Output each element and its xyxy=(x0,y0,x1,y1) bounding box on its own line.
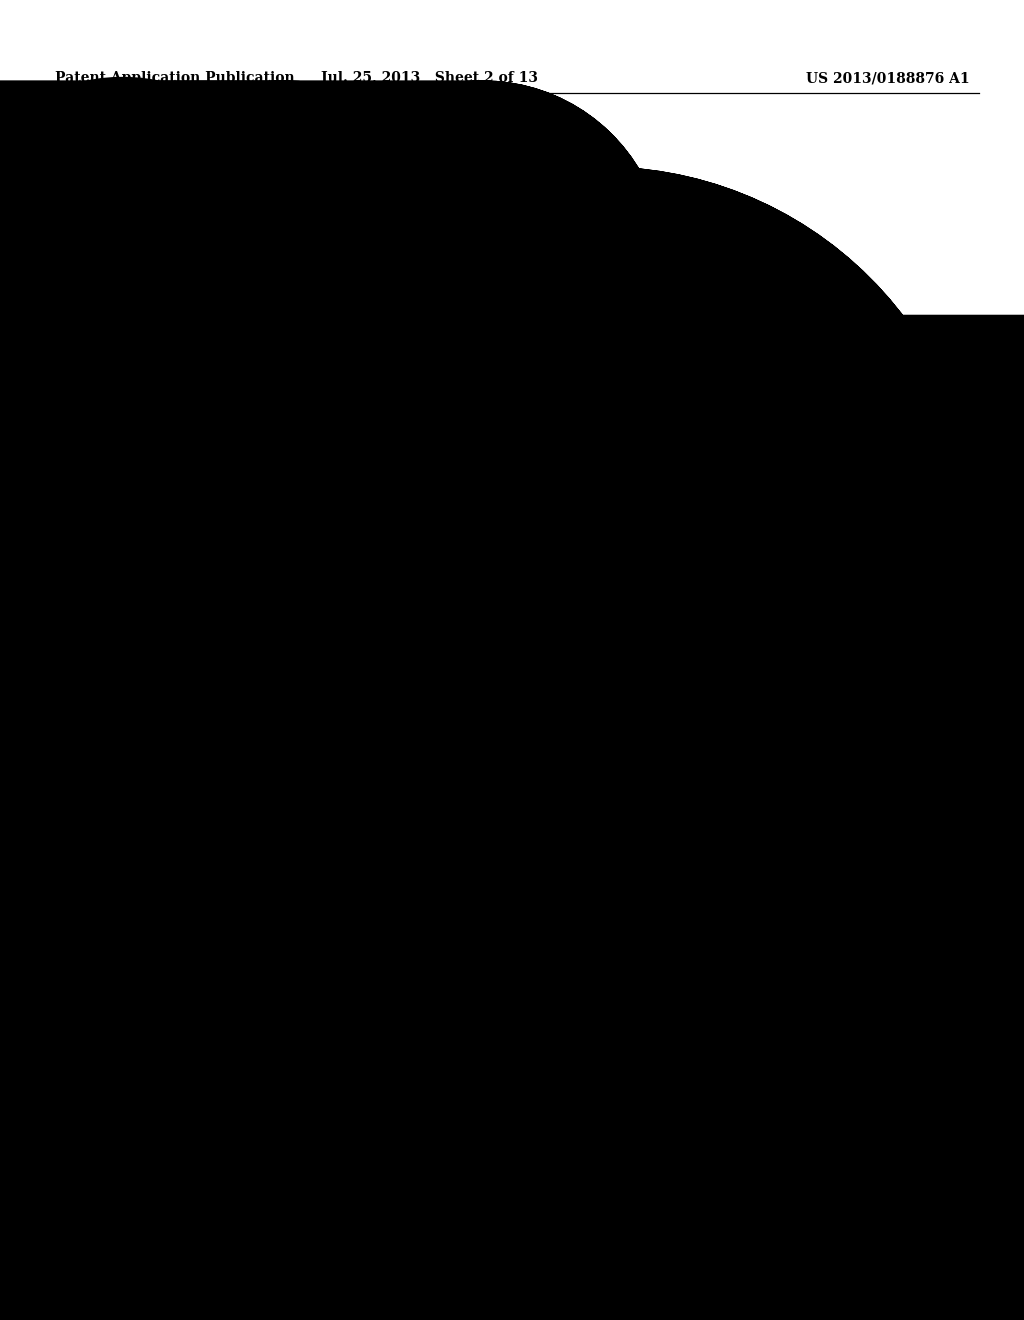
Text: Jul. 25, 2013   Sheet 2 of 13: Jul. 25, 2013 Sheet 2 of 13 xyxy=(322,71,539,84)
Text: 306: 306 xyxy=(100,944,124,957)
Text: 412: 412 xyxy=(206,517,229,531)
Text: image: image xyxy=(730,541,768,554)
Text: image: image xyxy=(745,927,784,940)
Text: 306: 306 xyxy=(573,158,597,172)
Text: FIG. 4: FIG. 4 xyxy=(367,657,414,672)
Text: Patent Application Publication: Patent Application Publication xyxy=(55,71,295,84)
Text: 302: 302 xyxy=(466,517,489,531)
Text: second
digital
image
(detilted): second digital image (detilted) xyxy=(575,234,634,292)
Text: image
tilt reducer: image tilt reducer xyxy=(377,249,449,277)
Text: detilted
digital
image: detilted digital image xyxy=(164,1008,210,1052)
Text: first
digital
image
(tilted): first digital image (tilted) xyxy=(196,234,240,292)
Text: 300: 300 xyxy=(130,124,157,139)
Text: image
processing
module: image processing module xyxy=(489,480,558,524)
Bar xyxy=(82,820,292,1110)
Bar xyxy=(348,195,478,330)
Bar xyxy=(465,554,583,612)
Bar xyxy=(450,465,598,626)
Bar xyxy=(378,978,556,1048)
Text: 302: 302 xyxy=(382,158,406,172)
Text: display: display xyxy=(742,840,787,853)
Text: image tilt
reducer: image tilt reducer xyxy=(438,999,496,1027)
Text: FIG. 5: FIG. 5 xyxy=(367,1158,414,1172)
Text: 408: 408 xyxy=(705,425,729,438)
Text: 510: 510 xyxy=(682,851,706,865)
Text: image
processing
application: image processing application xyxy=(435,880,501,924)
Text: storage: storage xyxy=(163,840,211,853)
Text: 506: 506 xyxy=(676,781,699,795)
Text: 304: 304 xyxy=(398,517,422,531)
Bar xyxy=(676,888,854,978)
Bar xyxy=(541,195,668,330)
Text: 508: 508 xyxy=(490,781,514,795)
Text: 400: 400 xyxy=(130,401,157,414)
Bar xyxy=(675,465,823,626)
Bar xyxy=(372,855,564,950)
Text: 304: 304 xyxy=(100,818,124,832)
Bar xyxy=(265,492,383,602)
Text: FIG. 3: FIG. 3 xyxy=(367,358,414,372)
Text: 306: 306 xyxy=(613,516,637,529)
Text: display: display xyxy=(726,486,772,499)
Text: 402: 402 xyxy=(88,455,112,469)
Text: US 2013/0188876 A1: US 2013/0188876 A1 xyxy=(806,71,970,84)
Text: 500: 500 xyxy=(720,748,746,762)
Bar xyxy=(97,979,278,1080)
Text: 406: 406 xyxy=(475,425,499,438)
Text: 302: 302 xyxy=(382,944,406,957)
Text: 410: 410 xyxy=(700,479,724,492)
Bar xyxy=(155,195,280,330)
Text: digital
image
(tilted): digital image (tilted) xyxy=(167,880,207,924)
Bar xyxy=(692,513,806,583)
Bar xyxy=(72,492,190,602)
Text: 502: 502 xyxy=(98,781,122,795)
Text: image
capturing
device: image capturing device xyxy=(100,525,162,569)
Text: 306: 306 xyxy=(610,873,634,886)
Text: 304: 304 xyxy=(195,158,219,172)
Text: 404: 404 xyxy=(282,455,306,469)
Bar xyxy=(660,820,870,1110)
Text: image tilt
reducer: image tilt reducer xyxy=(496,570,552,598)
Bar xyxy=(97,855,278,950)
Bar xyxy=(360,820,578,1110)
Text: computer: computer xyxy=(438,840,500,853)
Text: interpolation
module: interpolation module xyxy=(283,533,365,561)
Text: 504: 504 xyxy=(386,781,410,795)
